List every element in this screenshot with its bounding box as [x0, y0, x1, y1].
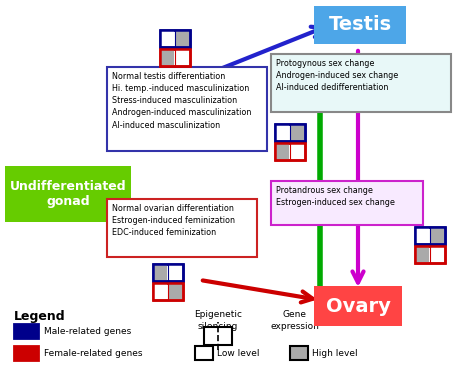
Text: Testis: Testis [328, 15, 392, 34]
Bar [161, 49, 174, 65]
Bar [153, 263, 183, 280]
Bar [430, 246, 445, 262]
Text: Normal testis differentiation
Hi. temp.-induced masculinization
Stress-induced m: Normal testis differentiation Hi. temp.-… [112, 72, 251, 130]
Bar [160, 29, 190, 46]
Bar [154, 264, 167, 280]
Bar [175, 49, 190, 65]
Bar [14, 346, 38, 360]
FancyBboxPatch shape [107, 199, 257, 257]
Bar [416, 246, 429, 262]
Bar [153, 263, 183, 280]
Bar [275, 124, 290, 140]
Bar [160, 29, 190, 46]
Bar [168, 264, 182, 280]
Bar [416, 227, 429, 243]
Bar [415, 245, 445, 262]
Text: Female-related genes: Female-related genes [44, 349, 143, 358]
Bar [153, 282, 183, 299]
Bar [290, 346, 308, 360]
Text: Normal ovarian differentiation
Estrogen-induced feminization
EDC-induced feminiz: Normal ovarian differentiation Estrogen-… [112, 204, 235, 237]
FancyBboxPatch shape [314, 6, 406, 44]
Bar [291, 124, 304, 140]
Bar [275, 143, 305, 160]
FancyBboxPatch shape [107, 67, 267, 151]
Bar [175, 30, 190, 46]
Bar [168, 283, 182, 299]
Text: Epigenetic
silencing: Epigenetic silencing [194, 310, 242, 331]
Text: Undifferentiated
gonad: Undifferentiated gonad [9, 180, 126, 208]
Text: Ovary: Ovary [326, 296, 391, 316]
Bar [415, 226, 445, 243]
FancyBboxPatch shape [271, 54, 451, 112]
Text: Male-related genes: Male-related genes [44, 327, 131, 336]
Text: Protandrous sex change
Estrogen-induced sex change: Protandrous sex change Estrogen-induced … [276, 186, 395, 207]
Bar [415, 226, 445, 243]
FancyBboxPatch shape [314, 286, 402, 326]
Bar [204, 327, 232, 345]
Bar [275, 124, 305, 141]
Bar [275, 143, 290, 159]
Bar [430, 227, 445, 243]
Bar [415, 245, 445, 262]
Bar [291, 143, 304, 159]
FancyBboxPatch shape [5, 166, 131, 222]
Text: Protogynous sex change
Androgen-induced sex change
AI-induced dedifferentiation: Protogynous sex change Androgen-induced … [276, 59, 398, 92]
FancyBboxPatch shape [271, 181, 423, 225]
Bar [160, 48, 190, 65]
Text: High level: High level [312, 349, 357, 358]
Bar [153, 282, 183, 299]
Bar [154, 283, 167, 299]
Bar [275, 143, 305, 160]
Bar [195, 346, 213, 360]
Bar [275, 124, 305, 141]
Text: Low level: Low level [217, 349, 259, 358]
Bar [160, 48, 190, 65]
Bar [161, 30, 174, 46]
Text: Gene
expression: Gene expression [271, 310, 319, 331]
Text: Legend: Legend [14, 310, 65, 323]
Bar [14, 324, 38, 338]
